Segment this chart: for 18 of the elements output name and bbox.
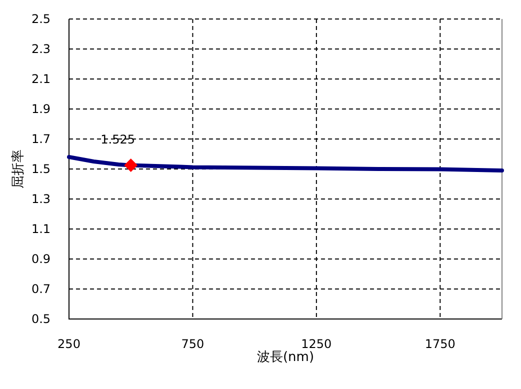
x-tick-label: 1250 [301,337,332,351]
line-series [67,155,504,172]
y-tick-label: 1.3 [31,192,51,206]
y-tick-label: 0.5 [31,312,51,326]
y-tick-label: 1.9 [31,102,51,116]
x-tick-label: 1750 [424,337,456,351]
y-tick-label: 1.7 [31,132,51,146]
y-tick-label: 1.1 [31,222,51,236]
y-tick-label: 2.3 [31,42,51,56]
x-tick-label: 750 [181,337,204,351]
y-tick-label: 1.5 [31,162,51,176]
x-tick-label: 250 [58,337,80,351]
y-tick-label: 0.7 [31,282,51,296]
y-axis-title: 屈折率 [10,150,26,188]
y-tick-label: 2.1 [31,72,51,86]
y-tick-label: 2.5 [31,12,51,26]
x-axis-title: 波長(nm) [256,350,314,365]
y-tick-label: 0.9 [31,252,51,266]
